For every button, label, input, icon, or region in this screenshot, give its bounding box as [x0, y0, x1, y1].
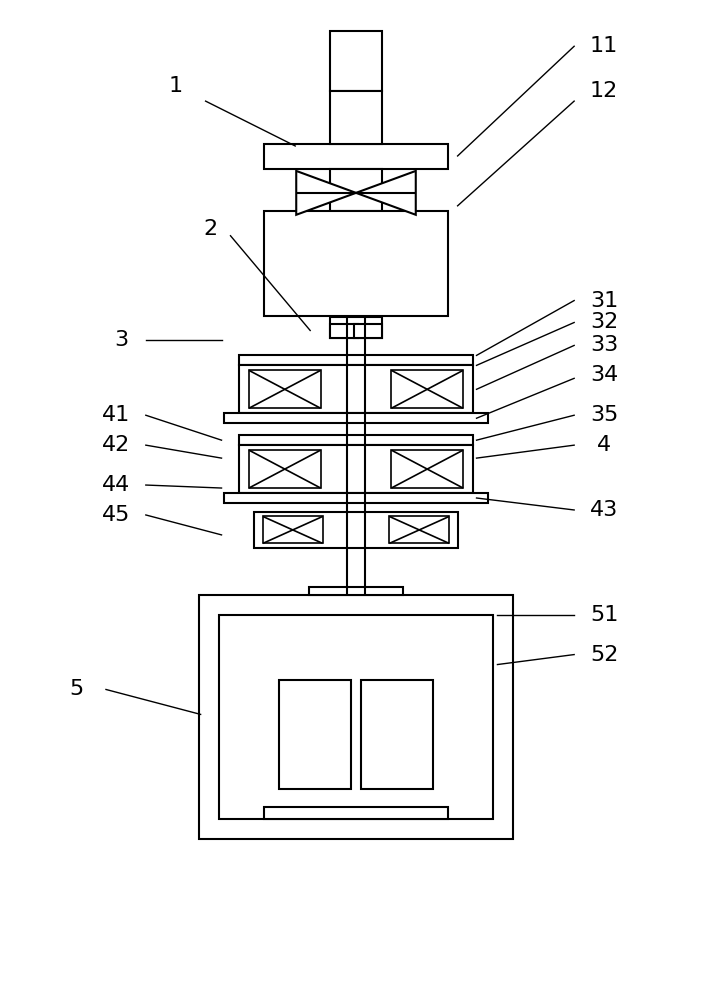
Bar	[330, 31, 382, 91]
Text: 33: 33	[590, 335, 618, 355]
Bar	[199, 595, 513, 839]
Bar	[249, 450, 321, 488]
Text: 32: 32	[590, 312, 618, 332]
Bar	[239, 435, 473, 445]
Bar	[309, 587, 404, 595]
Bar	[330, 317, 382, 338]
Bar	[224, 413, 488, 423]
Bar	[219, 615, 493, 819]
Text: 45: 45	[102, 505, 130, 525]
Text: 41: 41	[102, 405, 130, 425]
Bar	[330, 91, 382, 144]
Text: 34: 34	[590, 365, 618, 385]
Text: 12: 12	[590, 81, 618, 101]
Bar	[239, 365, 473, 413]
Bar	[264, 807, 448, 819]
Bar	[389, 516, 449, 543]
Text: 43: 43	[590, 500, 618, 520]
Bar	[330, 169, 382, 211]
Text: 5: 5	[69, 679, 83, 699]
Bar	[239, 445, 473, 493]
Text: 52: 52	[590, 645, 618, 665]
Bar	[254, 512, 458, 548]
Bar	[391, 450, 463, 488]
Text: 4: 4	[597, 435, 611, 455]
Bar	[391, 370, 463, 408]
Bar	[361, 680, 433, 789]
Text: 11: 11	[590, 36, 618, 56]
Text: 42: 42	[102, 435, 130, 455]
Bar	[264, 211, 448, 316]
Bar	[279, 680, 351, 789]
Text: 3: 3	[114, 330, 128, 350]
Text: 2: 2	[203, 219, 217, 239]
Text: 51: 51	[590, 605, 618, 625]
Polygon shape	[356, 171, 416, 215]
Bar	[239, 355, 473, 365]
Text: 31: 31	[590, 291, 618, 311]
Polygon shape	[296, 171, 356, 215]
Text: 1: 1	[169, 76, 183, 96]
Bar	[264, 144, 448, 169]
Bar	[224, 493, 488, 503]
Text: 35: 35	[590, 405, 618, 425]
Text: 44: 44	[102, 475, 130, 495]
Bar	[263, 516, 322, 543]
Bar	[354, 324, 382, 338]
Bar	[330, 324, 358, 338]
Bar	[249, 370, 321, 408]
